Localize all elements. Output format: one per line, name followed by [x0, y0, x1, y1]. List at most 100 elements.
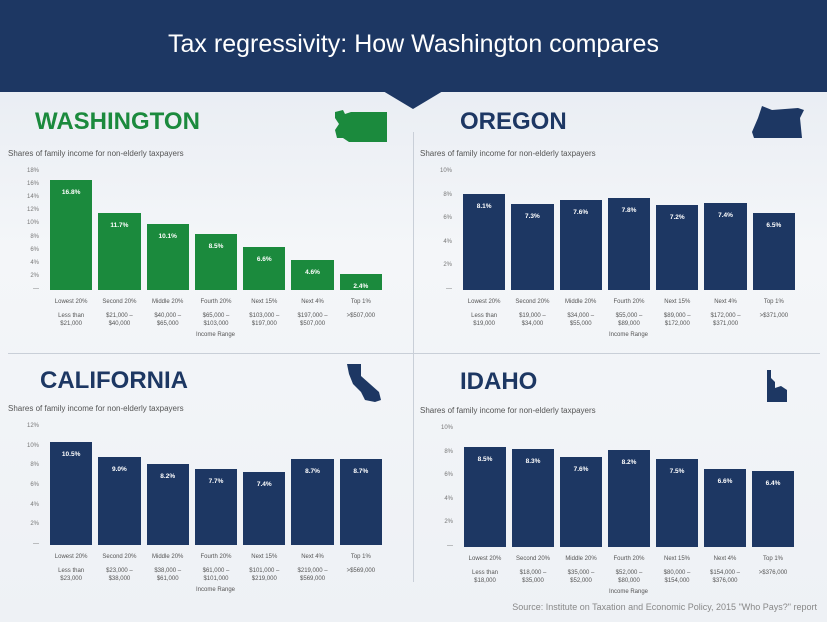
category-label: Fourth 20%: [613, 299, 645, 305]
y-tick-label: 8%: [444, 448, 453, 455]
y-tick-label: 2%: [443, 262, 452, 269]
y-tick-label: 10%: [440, 425, 453, 431]
y-tick-label: 18%: [26, 168, 39, 174]
bar: [291, 259, 334, 290]
source-note: Source: Institute on Taxation and Econom…: [512, 602, 817, 612]
page-title: Tax regressivity: How Washington compare…: [168, 30, 659, 58]
bar-value-label: 16.8%: [61, 188, 81, 196]
income-range-label: $18,000 – $35,000: [519, 570, 547, 584]
washington-state-icon: [335, 110, 387, 142]
y-tick-label: 10%: [439, 168, 452, 174]
oregon-state-icon: [752, 106, 804, 138]
x-axis-title: Income Range: [196, 587, 236, 593]
bar-value-label: 9.0%: [112, 465, 127, 473]
chart-washington: Shares of family income for non-elderly …: [0, 140, 412, 355]
bar: [752, 213, 795, 290]
bar-value-label: 8.1%: [476, 203, 492, 211]
bar: [339, 274, 382, 290]
category-label: Middle 20%: [565, 299, 597, 305]
chart-california: Shares of family income for non-elderly …: [0, 395, 412, 610]
income-range-label: >$371,000: [759, 313, 789, 319]
bar-value-label: 7.7%: [208, 478, 224, 486]
category-label: Next 4%: [714, 299, 737, 305]
bar-value-label: 6.6%: [256, 255, 272, 263]
y-tick-label: 8%: [443, 191, 452, 198]
bar: [704, 469, 746, 547]
bar-value-label: 7.6%: [573, 209, 589, 217]
income-range-label: >$507,000: [346, 313, 376, 319]
y-tick-label: 6%: [30, 246, 39, 253]
income-range-label: Less than $21,000: [58, 313, 85, 327]
bar: [559, 200, 602, 290]
category-label: Lowest 20%: [467, 299, 501, 305]
bar-value-label: 8.3%: [525, 458, 541, 466]
y-tick-label: 2%: [30, 521, 39, 528]
y-tick-label: —: [33, 541, 39, 547]
bar: [608, 450, 650, 547]
bar-value-label: 2.4%: [353, 283, 369, 291]
bar: [607, 197, 651, 290]
category-label: Next 15%: [663, 556, 690, 562]
y-tick-label: —: [33, 286, 39, 292]
bar: [511, 203, 554, 290]
y-tick-label: —: [447, 543, 453, 549]
bar: [194, 469, 238, 545]
bar: [656, 205, 699, 290]
income-range-label: Less than $18,000: [471, 570, 499, 584]
income-range-label: >$376,000: [758, 570, 788, 576]
bar-value-label: 6.6%: [717, 478, 733, 486]
bar: [146, 223, 189, 290]
bar-value-label: 7.5%: [669, 467, 685, 475]
y-tick-label: 12%: [26, 423, 39, 429]
y-tick-label: 6%: [30, 482, 39, 488]
bar-value-label: 10.1%: [158, 232, 177, 240]
chart-idaho: Shares of family income for non-elderly …: [412, 397, 824, 612]
category-label: Top 1%: [350, 299, 371, 305]
income-range-label: >$569,000: [346, 568, 376, 574]
y-tick-label: 12%: [26, 207, 39, 214]
category-label: Fourth 20%: [613, 556, 645, 562]
bar-value-label: 8.7%: [305, 468, 320, 476]
state-title-california: CALIFORNIA: [40, 367, 188, 394]
bar: [463, 194, 506, 290]
income-range-label: $55,000 – $89,000: [615, 313, 643, 327]
category-label: Middle 20%: [152, 299, 184, 305]
category-label: Next 15%: [251, 554, 278, 560]
bar: [704, 202, 747, 290]
y-tick-label: 10%: [26, 442, 39, 449]
chart-subtitle: Shares of family income for non-elderly …: [420, 149, 596, 158]
income-range-label: $23,000 – $38,000: [106, 568, 133, 582]
y-tick-label: 4%: [30, 259, 39, 266]
income-range-label: $34,000 – $55,000: [567, 313, 595, 327]
idaho-state-icon: [767, 370, 787, 402]
bar: [98, 213, 141, 290]
y-tick-label: 8%: [30, 233, 39, 240]
bar-value-label: 7.8%: [621, 206, 637, 214]
category-label: Second 20%: [102, 299, 137, 305]
income-range-label: $61,000 – $101,000: [202, 568, 230, 582]
income-range-label: $38,000 – $61,000: [154, 568, 182, 582]
income-range-label: $52,000 – $80,000: [615, 570, 643, 584]
bar: [291, 459, 334, 545]
state-title-oregon: OREGON: [460, 108, 567, 135]
chart-subtitle: Shares of family income for non-elderly …: [8, 404, 184, 413]
category-label: Lowest 20%: [54, 299, 88, 305]
bar: [146, 464, 189, 545]
bar-value-label: 8.5%: [477, 455, 493, 463]
state-title-washington: WASHINGTON: [35, 108, 200, 135]
bar: [464, 446, 506, 547]
bar: [339, 459, 382, 545]
bar-value-label: 8.2%: [621, 459, 637, 467]
state-title-idaho: IDAHO: [460, 368, 538, 395]
header-banner: [0, 0, 827, 92]
chart-subtitle: Shares of family income for non-elderly …: [420, 406, 596, 415]
income-range-label: $40,000 – $65,000: [154, 313, 182, 327]
category-label: Middle 20%: [152, 554, 184, 560]
bar-value-label: 7.4%: [256, 481, 272, 489]
y-tick-label: 14%: [26, 194, 39, 201]
bar: [752, 471, 794, 547]
category-label: Next 15%: [664, 299, 691, 305]
bar-value-label: 4.6%: [305, 268, 320, 276]
x-axis-title: Income Range: [609, 589, 649, 595]
y-tick-label: 10%: [26, 220, 39, 227]
